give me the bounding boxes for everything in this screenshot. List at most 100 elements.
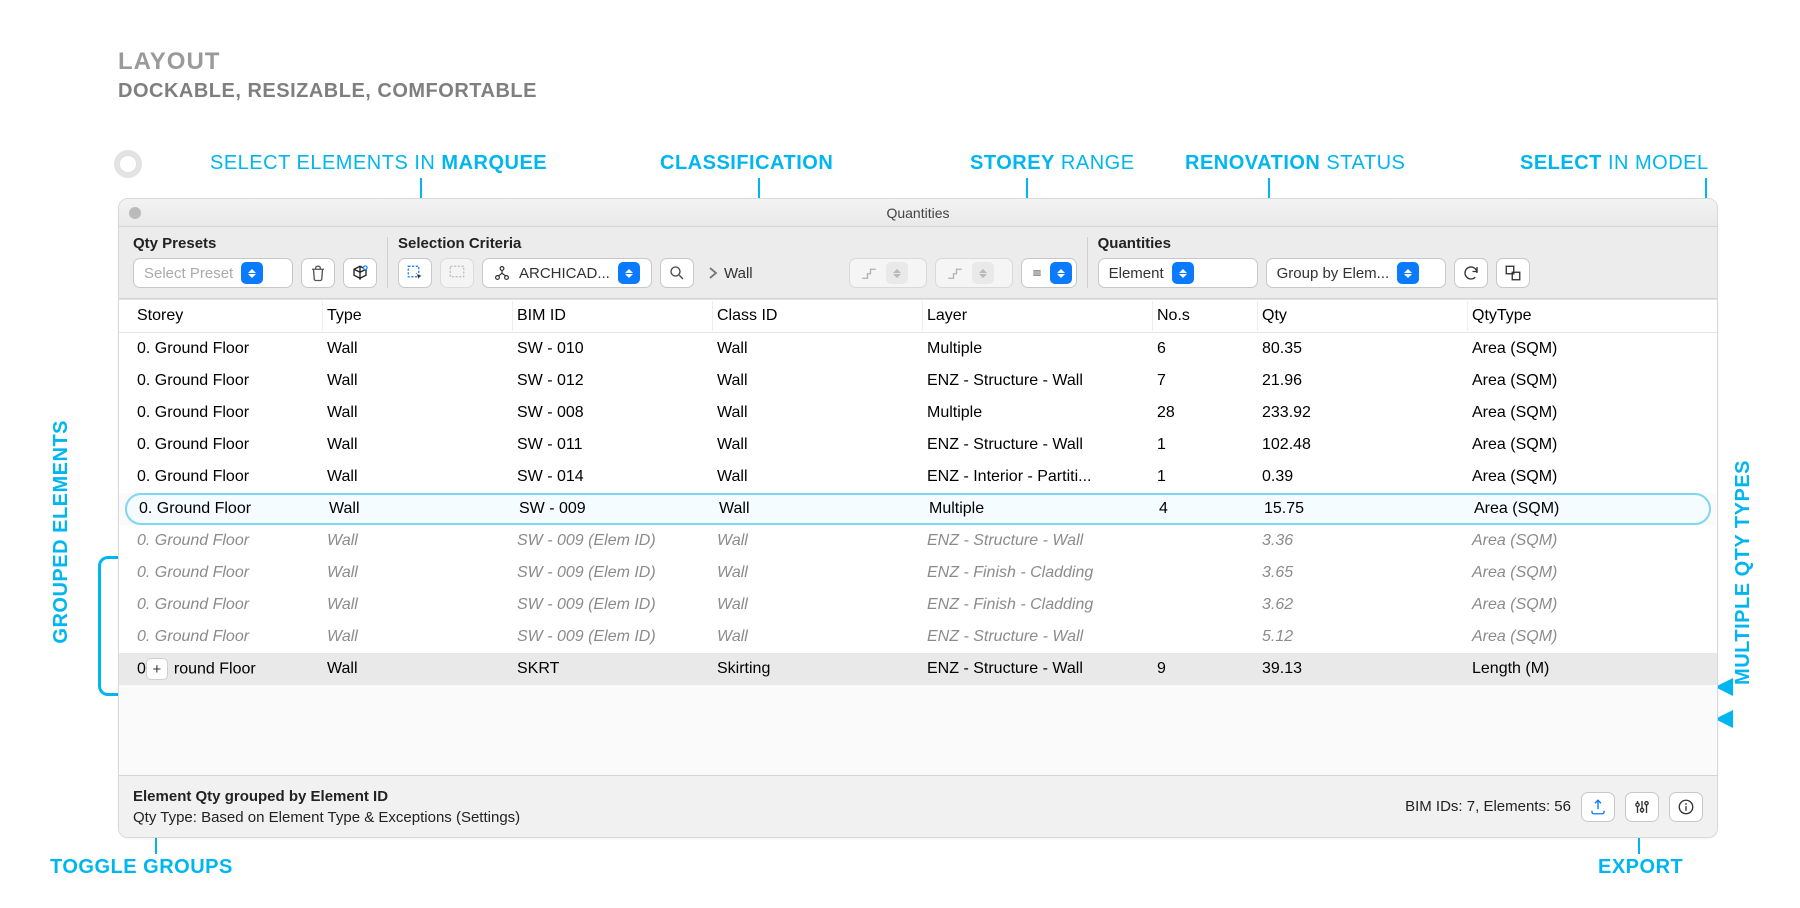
storey-to-select[interactable] (935, 258, 1013, 288)
cell-layer: ENZ - Interior - Partiti... (923, 464, 1153, 490)
qty-mode-select[interactable]: Element (1098, 258, 1258, 288)
cell-qtytype: Area (SQM) (1468, 432, 1703, 458)
cell-type: Wall (323, 432, 513, 458)
delete-preset-button[interactable] (301, 258, 335, 288)
cell-type: Wall (323, 624, 513, 650)
window-title: Quantities (886, 205, 949, 221)
refresh-button[interactable] (1454, 258, 1488, 288)
table-row[interactable]: 0. Ground FloorWallSW - 009 (Elem ID)Wal… (119, 589, 1717, 621)
table-row[interactable]: 0. Ground FloorWallSW - 010WallMultiple6… (119, 333, 1717, 365)
window-titlebar[interactable]: Quantities (119, 199, 1717, 227)
cell-layer: ENZ - Structure - Wall (923, 656, 1153, 682)
status-summary: BIM IDs: 7, Elements: 56 (1405, 798, 1571, 815)
col-storey[interactable]: Storey (133, 301, 323, 331)
cell-classid: Wall (713, 560, 923, 586)
info-button[interactable] (1669, 792, 1703, 822)
info-icon (1677, 798, 1695, 816)
cell-bimid: SW - 009 (515, 496, 715, 522)
cell-bimid: SW - 008 (513, 400, 713, 426)
cell-layer: ENZ - Structure - Wall (923, 368, 1153, 394)
export-button[interactable] (1581, 792, 1615, 822)
cell-classid: Wall (713, 336, 923, 362)
cell-type: Wall (323, 400, 513, 426)
col-qty[interactable]: Qty (1258, 301, 1468, 331)
cell-type: Wall (323, 368, 513, 394)
chevron-updown-icon (972, 262, 994, 284)
cell-bimid: SW - 011 (513, 432, 713, 458)
cell-type: Wall (323, 592, 513, 618)
group-by-select[interactable]: Group by Elem... (1266, 258, 1446, 288)
quantities-label: Quantities (1098, 235, 1530, 252)
cell-bimid: SW - 010 (513, 336, 713, 362)
cell-nos: 28 (1153, 400, 1258, 426)
preset-select[interactable]: Select Preset (133, 258, 293, 288)
cell-layer: ENZ - Structure - Wall (923, 624, 1153, 650)
page-title: LAYOUT (118, 48, 220, 76)
marquee-alt-button[interactable] (440, 258, 474, 288)
cell-classid: Skirting (713, 656, 923, 682)
renovation-status-select[interactable] (1021, 258, 1077, 288)
cell-nos (1153, 633, 1258, 641)
cell-layer: Multiple (923, 400, 1153, 426)
cell-layer: ENZ - Finish - Cladding (923, 560, 1153, 586)
cell-qty: 233.92 (1258, 400, 1468, 426)
col-type[interactable]: Type (323, 301, 513, 331)
cell-storey: 0+round Floor (133, 654, 323, 684)
table-header[interactable]: Storey Type BIM ID Class ID Layer No.s Q… (119, 299, 1717, 333)
cell-qty: 0.39 (1258, 464, 1468, 490)
cell-type: Wall (323, 560, 513, 586)
add-preset-button[interactable] (343, 258, 377, 288)
table-row[interactable]: 0. Ground FloorWallSW - 011WallENZ - Str… (119, 429, 1717, 461)
refresh-icon (1462, 264, 1480, 282)
cell-classid: Wall (713, 592, 923, 618)
cell-nos: 9 (1153, 656, 1258, 682)
export-icon (1589, 798, 1607, 816)
cell-layer: ENZ - Finish - Cladding (923, 592, 1153, 618)
cell-type: Wall (323, 656, 513, 682)
col-layer[interactable]: Layer (923, 301, 1153, 331)
col-bimid[interactable]: BIM ID (513, 301, 713, 331)
settings-button[interactable] (1625, 792, 1659, 822)
table-row[interactable]: 0. Ground FloorWallSW - 009 (Elem ID)Wal… (119, 557, 1717, 589)
table-row[interactable]: 0. Ground FloorWallSW - 009WallMultiple4… (125, 493, 1711, 525)
select-in-model-button[interactable] (1496, 258, 1530, 288)
cell-storey: 0. Ground Floor (133, 560, 323, 586)
col-nos[interactable]: No.s (1153, 301, 1258, 331)
search-button[interactable] (660, 258, 694, 288)
layers-icon (1032, 264, 1042, 282)
cell-qty: 39.13 (1258, 656, 1468, 682)
cell-bimid: SW - 009 (Elem ID) (513, 592, 713, 618)
anno-select-model: SELECT IN MODEL (1520, 152, 1709, 175)
cell-bimid: SW - 009 (Elem ID) (513, 560, 713, 586)
cell-nos (1153, 569, 1258, 577)
storey-from-select[interactable] (849, 258, 927, 288)
table-row[interactable]: 0+round FloorWallSKRTSkirtingENZ - Struc… (119, 653, 1717, 685)
cell-nos (1153, 537, 1258, 545)
data-table: Storey Type BIM ID Class ID Layer No.s Q… (119, 299, 1717, 685)
table-row[interactable]: 0. Ground FloorWallSW - 008WallMultiple2… (119, 397, 1717, 429)
table-row[interactable]: 0. Ground FloorWallSW - 009 (Elem ID)Wal… (119, 621, 1717, 653)
brand-mark-icon (114, 150, 142, 178)
toolbar: Qty Presets Select Preset Selection Crit… (119, 227, 1717, 299)
cell-qty: 3.62 (1258, 592, 1468, 618)
table-row[interactable]: 0. Ground FloorWallSW - 009 (Elem ID)Wal… (119, 525, 1717, 557)
cell-qty: 3.65 (1258, 560, 1468, 586)
col-classid[interactable]: Class ID (713, 301, 923, 331)
cell-nos: 6 (1153, 336, 1258, 362)
cell-layer: ENZ - Structure - Wall (923, 528, 1153, 554)
traffic-light-icon[interactable] (129, 207, 141, 219)
cell-nos (1153, 601, 1258, 609)
table-row[interactable]: 0. Ground FloorWallSW - 014WallENZ - Int… (119, 461, 1717, 493)
cell-nos: 1 (1153, 464, 1258, 490)
cell-qty: 15.75 (1260, 496, 1470, 522)
anno-multiple-qty: MULTIPLE QTY TYPES (1732, 460, 1755, 685)
col-qtytype[interactable]: QtyType (1468, 301, 1703, 331)
chevron-updown-icon (886, 262, 908, 284)
storey-icon (946, 264, 964, 282)
classification-select[interactable]: ARCHICAD... (482, 258, 652, 288)
table-row[interactable]: 0. Ground FloorWallSW - 012WallENZ - Str… (119, 365, 1717, 397)
marquee-select-button[interactable] (398, 258, 432, 288)
toggle-group-button[interactable]: + (146, 658, 168, 680)
cell-qtytype: Length (M) (1468, 656, 1703, 682)
storey-prefix: 0 (137, 661, 146, 678)
